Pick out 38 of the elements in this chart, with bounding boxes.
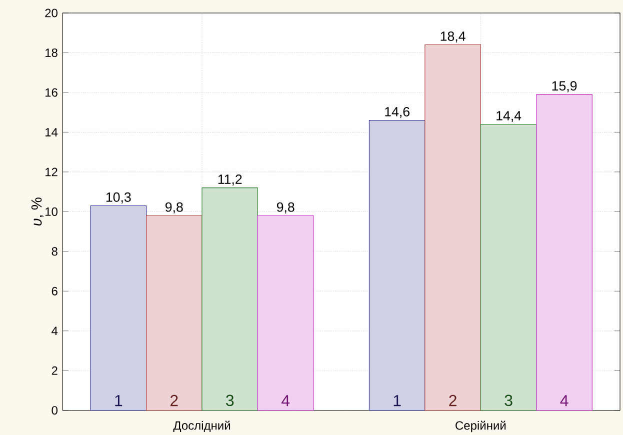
- series-label: 4: [282, 395, 290, 406]
- y-tick-label: 12: [46, 168, 58, 176]
- y-tick-label: 14: [46, 128, 58, 136]
- bar: [146, 215, 202, 411]
- text: 3: [504, 394, 512, 406]
- bar: [424, 44, 481, 411]
- data-label: 9,8: [276, 202, 294, 214]
- text: 1: [394, 395, 401, 406]
- data-label: 14,4: [496, 111, 522, 122]
- data-label: 18,4: [440, 32, 466, 43]
- bar: [480, 124, 537, 411]
- bar: [368, 120, 426, 411]
- text: 4: [560, 395, 568, 406]
- y-tick-label: 10: [46, 207, 58, 216]
- y-tick-label: 16: [46, 88, 58, 97]
- bar: [202, 188, 258, 411]
- bar: [536, 94, 592, 411]
- x-tick-label: Дослідний: [173, 420, 230, 432]
- data-label: 11,2: [218, 174, 242, 186]
- bar: [257, 215, 314, 411]
- y-tick-label: 20: [45, 8, 58, 18]
- y-tick-label: 8: [52, 247, 58, 256]
- y-axis-title: υ, %: [31, 198, 44, 226]
- y-tick-label: 0: [52, 406, 58, 415]
- y-tick-label: 6: [52, 286, 58, 296]
- data-label: 15,9: [552, 81, 577, 92]
- y-tick-label: 2: [52, 366, 58, 375]
- data-label: 10,3: [106, 192, 131, 204]
- series-label: 2: [170, 394, 178, 406]
- y-tick-label: 18: [46, 48, 58, 57]
- series-label: 3: [226, 394, 234, 406]
- data-label: 14,6: [385, 107, 410, 118]
- y-tick-label: 4: [52, 326, 58, 335]
- text: 2: [449, 394, 456, 406]
- bar: [90, 205, 147, 411]
- data-label: 9,8: [166, 202, 183, 214]
- series-label: 1: [115, 395, 122, 406]
- x-tick-label: Серійний: [456, 420, 506, 432]
